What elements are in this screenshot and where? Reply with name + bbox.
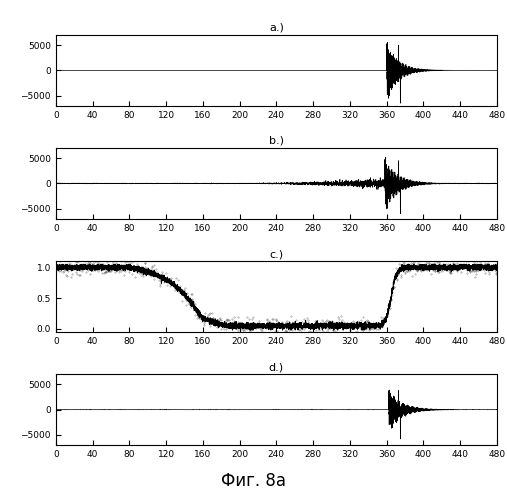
Text: Фиг. 8a: Фиг. 8a — [221, 472, 286, 490]
Text: b.): b.) — [269, 136, 284, 146]
Text: c.): c.) — [269, 249, 283, 259]
Text: d.): d.) — [269, 362, 284, 372]
Text: a.): a.) — [269, 23, 284, 33]
